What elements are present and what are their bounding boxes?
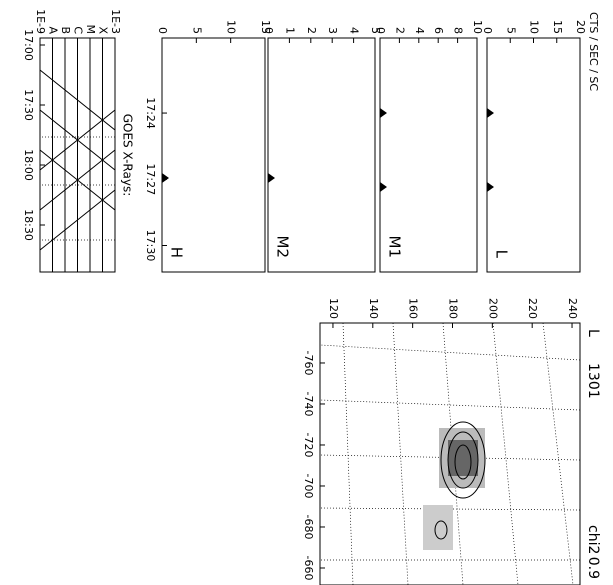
map-grid <box>319 399 581 411</box>
y-tick-label: 15 <box>551 20 564 34</box>
x-tick-label: -680 <box>302 514 315 539</box>
y-tick-label: A <box>47 26 60 34</box>
map-grid <box>319 507 581 511</box>
map-grid <box>319 454 581 461</box>
y-tick-label: 10 <box>528 20 541 34</box>
panel-label: L <box>493 250 511 259</box>
plot-frame <box>267 37 376 273</box>
y-tick-label: 10 <box>225 20 238 34</box>
y-tick-label: 4 <box>413 27 426 34</box>
x-tick-label: -740 <box>302 391 315 416</box>
map-grid <box>392 322 409 585</box>
y-tick-label: 200 <box>486 298 499 319</box>
x-tick-label: 17:30 <box>144 230 157 262</box>
y-tick-label: 0 <box>262 27 275 34</box>
y-tick-label: 6 <box>432 27 445 34</box>
panel-label: M2 <box>274 236 292 259</box>
map-emission <box>423 505 453 550</box>
contour <box>447 431 479 489</box>
y-tick-label: 8 <box>452 27 465 34</box>
map-grid <box>319 344 581 361</box>
y-tick-label: 240 <box>566 298 579 319</box>
y-tick-label: 2 <box>393 27 406 34</box>
map-grid <box>342 322 354 585</box>
y-axis-title: CTS / SEC / SC <box>587 12 600 91</box>
goes-title: GOES X-Rays: <box>121 114 135 197</box>
x-tick-label: -660 <box>302 556 315 581</box>
map-annotation: 0.9 <box>585 557 601 579</box>
x-tick-label: 17:30 <box>22 89 35 121</box>
map-grid <box>492 322 519 585</box>
y-tick-label: 140 <box>367 298 380 319</box>
y-tick-label: 15 <box>259 20 272 34</box>
y-tick-label: 5 <box>369 27 382 34</box>
y-tick-label: 3 <box>326 27 339 34</box>
y-tick-label: 2 <box>305 27 318 34</box>
plot-frame <box>319 322 581 585</box>
y-tick-label: B <box>59 26 72 34</box>
x-tick-label: 17:24 <box>144 97 157 129</box>
y-tick-label: X <box>97 26 110 34</box>
y-tick-label: 5 <box>190 27 203 34</box>
contour <box>454 444 472 480</box>
map-annotation: L <box>585 329 601 337</box>
y-tick-label: 1 <box>283 27 296 34</box>
goes-decor <box>39 69 494 251</box>
x-tick-label: -760 <box>302 350 315 375</box>
y-tick-label: 1E-3 <box>109 9 122 34</box>
panel-label: H <box>168 247 186 258</box>
image-map <box>319 322 581 585</box>
x-tick-label: 17:00 <box>22 29 35 61</box>
contour <box>434 520 448 540</box>
x-tick-label: 17:27 <box>144 163 157 195</box>
plot-frame <box>486 37 581 273</box>
y-tick-label: 1E-9 <box>34 9 47 34</box>
y-tick-label: 0 <box>374 27 387 34</box>
y-tick-label: 180 <box>446 298 459 319</box>
time-marker <box>162 108 494 192</box>
y-tick-label: 20 <box>574 20 587 34</box>
x-tick-label: 18:30 <box>22 209 35 241</box>
y-tick-label: C <box>72 26 85 34</box>
x-tick-label: 18:00 <box>22 149 35 181</box>
map-annotation: 1301 <box>585 363 601 399</box>
y-tick-label: 120 <box>327 298 340 319</box>
contour <box>440 421 486 499</box>
plot-frame <box>379 37 478 273</box>
map-annotation: chi2 <box>585 525 601 554</box>
y-tick-label: 0 <box>156 27 169 34</box>
panel-label: M1 <box>386 236 404 259</box>
y-tick-label: 220 <box>526 298 539 319</box>
y-tick-label: 5 <box>504 27 517 34</box>
y-tick-label: 10 <box>471 20 484 34</box>
x-tick-label: -700 <box>302 473 315 498</box>
y-tick-label: M <box>84 25 97 35</box>
plot-frame <box>161 37 266 273</box>
x-tick-label: -720 <box>302 432 315 457</box>
map-grid <box>542 322 574 585</box>
y-tick-label: 160 <box>407 298 420 319</box>
y-tick-label: 0 <box>481 27 494 34</box>
y-tick-label: 4 <box>348 27 361 34</box>
